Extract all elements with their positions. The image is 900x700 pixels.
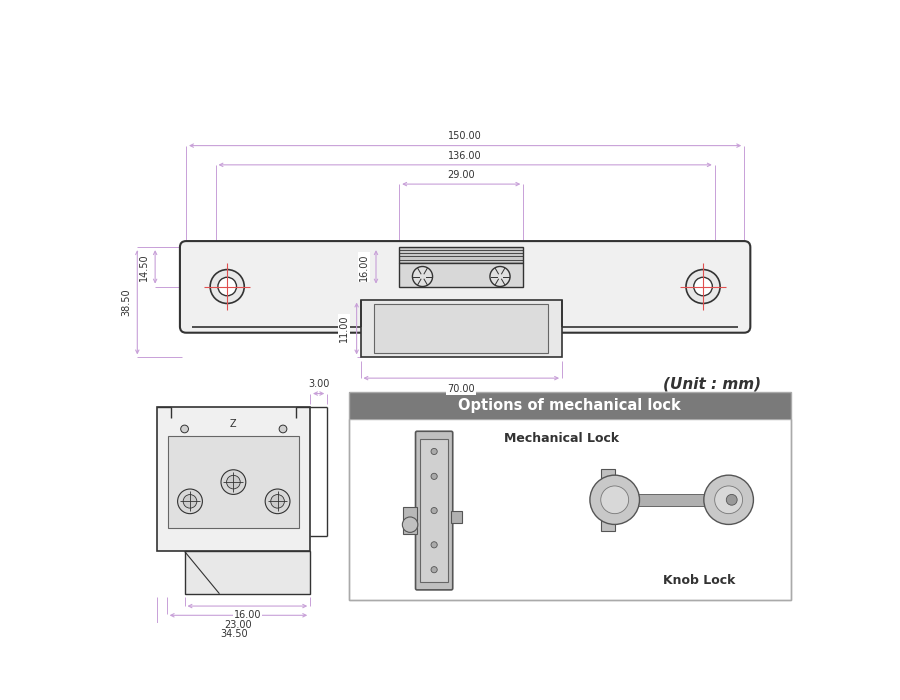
FancyBboxPatch shape: [180, 241, 751, 332]
Bar: [420, 439, 448, 582]
Text: 136.00: 136.00: [448, 150, 482, 160]
Bar: [361, 300, 562, 357]
Circle shape: [210, 270, 244, 304]
Bar: [400, 247, 523, 262]
Circle shape: [227, 475, 240, 489]
Circle shape: [177, 489, 202, 514]
Text: 38.50: 38.50: [122, 288, 131, 316]
Circle shape: [715, 486, 742, 514]
Circle shape: [279, 425, 287, 433]
Circle shape: [221, 470, 246, 494]
Circle shape: [184, 495, 197, 508]
Circle shape: [431, 449, 437, 454]
Text: 16.00: 16.00: [358, 253, 369, 281]
Text: Z: Z: [230, 419, 237, 429]
Text: 150.00: 150.00: [448, 132, 482, 141]
Circle shape: [704, 475, 753, 524]
Circle shape: [431, 566, 437, 573]
Circle shape: [694, 277, 713, 295]
Circle shape: [726, 494, 737, 505]
Circle shape: [402, 517, 418, 533]
Circle shape: [412, 267, 433, 286]
Circle shape: [431, 473, 437, 480]
Text: 34.50: 34.50: [220, 629, 248, 639]
Text: Knob Lock: Knob Lock: [662, 574, 735, 587]
Text: 29.00: 29.00: [447, 170, 475, 180]
Bar: [601, 469, 615, 531]
Bar: [615, 494, 708, 506]
Bar: [184, 552, 310, 594]
Bar: [400, 262, 523, 286]
Text: (Unit : mm): (Unit : mm): [662, 377, 760, 392]
Circle shape: [181, 425, 188, 433]
Bar: [349, 392, 790, 419]
Text: 70.00: 70.00: [447, 384, 475, 394]
Bar: [451, 511, 462, 523]
Bar: [349, 419, 790, 600]
Circle shape: [431, 508, 437, 514]
Circle shape: [686, 270, 720, 304]
Circle shape: [266, 489, 290, 514]
Circle shape: [218, 277, 237, 295]
FancyBboxPatch shape: [416, 431, 453, 590]
Circle shape: [590, 475, 640, 524]
Circle shape: [431, 542, 437, 548]
Text: 23.00: 23.00: [225, 620, 252, 629]
Bar: [168, 436, 300, 528]
Text: 11.00: 11.00: [339, 315, 349, 342]
Circle shape: [271, 495, 284, 508]
Circle shape: [490, 267, 510, 286]
Text: 16.00: 16.00: [234, 610, 261, 620]
Bar: [403, 507, 417, 534]
Bar: [374, 304, 548, 353]
Text: Mechanical Lock: Mechanical Lock: [504, 432, 619, 444]
Text: 14.50: 14.50: [140, 253, 149, 281]
Bar: [349, 392, 790, 600]
Text: Options of mechanical lock: Options of mechanical lock: [458, 398, 681, 413]
Bar: [158, 407, 310, 552]
Text: 3.00: 3.00: [308, 379, 329, 389]
Circle shape: [601, 486, 629, 514]
